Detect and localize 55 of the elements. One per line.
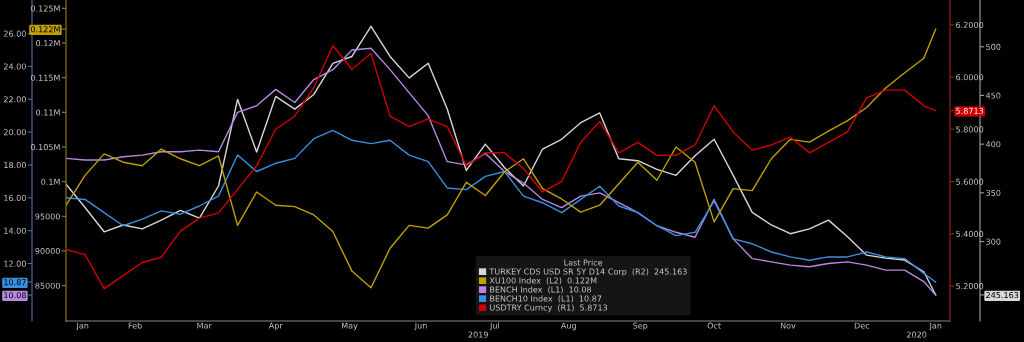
line-series [66, 129, 937, 283]
y3-tick-label: 0.122M [30, 26, 60, 33]
y2-tick-label: 5.4000 [956, 230, 984, 237]
x2-tick-label: 2019 [468, 331, 488, 338]
y-tick-label: 500 [986, 43, 1001, 50]
y3-tick-label: 0.1M [41, 178, 60, 185]
y-tick-label: 22.00 [3, 96, 26, 103]
y-tick-label: 300 [986, 238, 1001, 245]
legend-label: XU100 Index (L2) 0.122M [489, 277, 597, 285]
y-tick-label: 12.00 [4, 260, 26, 267]
y3-tick-label: 0.105M [30, 144, 60, 151]
y2-tick-label: 5.8000 [956, 126, 984, 133]
y3-tick-label: 0.115M [30, 74, 60, 81]
y-tick-label: 14.00 [4, 227, 26, 234]
x-tick-label: Sep [633, 322, 648, 331]
y-tick-label: 350 [986, 189, 1001, 197]
y-tick-label: 400 [985, 141, 1001, 148]
y3-tick-label: 95000 [35, 213, 60, 220]
y2-tick-label: 5.2000 [956, 283, 984, 290]
y-tick-label: 16.00 [4, 194, 26, 201]
y-tick-label: 26.00 [3, 30, 26, 37]
x-tick-label: Jul [489, 322, 499, 331]
y3-tick-label: 0.12M [36, 40, 60, 47]
x-tick-label: Apr [268, 322, 283, 331]
y2-tick-label: 5.8713 [956, 107, 984, 114]
y-tick-label: 10.08 [4, 292, 26, 299]
y2-tick-label: 6.2000 [956, 21, 984, 28]
x-tick-label: Nov [780, 322, 796, 329]
y3-tick-label: 0.125M [30, 5, 60, 12]
x-tick-label: Jun [414, 322, 427, 331]
legend-label: USDTRY Curncy (R1) 5.8713 [490, 304, 608, 313]
y-tick-label: 245.163 [986, 292, 1019, 299]
x-tick-label: Feb [128, 322, 142, 329]
legend-label: TURKEY CDS USD SR 5Y D14 Corp (R2) 245.163 [489, 268, 687, 277]
legend-title: Last Price [564, 259, 603, 266]
y3-tick-label: 0.11M [36, 109, 60, 116]
y-tick-label: 20.00 [3, 129, 26, 136]
x2-tick-label: 2020 [906, 331, 927, 338]
x-tick-label: Oct [707, 322, 721, 329]
x-tick-label: Mar [197, 322, 212, 329]
y-tick-label: 24.00 [3, 63, 26, 70]
legend-label: BENCH10 Index (L1) 10.87 [490, 295, 602, 303]
x-tick-label: Jan [929, 322, 942, 331]
y-tick-label: 450 [985, 92, 1001, 99]
legend-label: BENCH Index (L1) 10.08 [490, 286, 592, 294]
y3-tick-label: 90000 [35, 248, 60, 255]
x-tick-label: Aug [560, 322, 576, 331]
y2-tick-label: 6.0000 [956, 74, 984, 81]
x-tick-label: Dec [854, 322, 870, 329]
x-tick-label: Jan [76, 322, 89, 331]
x-tick-label: May [342, 322, 358, 331]
y2-tick-label: 5.6000 [956, 178, 984, 185]
y3-tick-label: 85000 [35, 282, 60, 289]
y-tick-label: 18.00 [4, 162, 26, 169]
y-tick-label: 10.87 [4, 279, 26, 286]
